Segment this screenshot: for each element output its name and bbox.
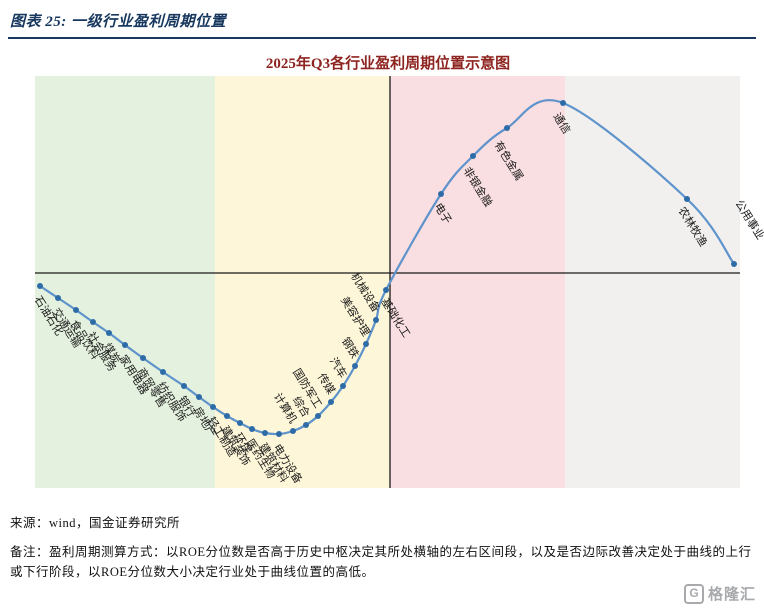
industry-point xyxy=(106,330,112,336)
industry-point xyxy=(504,125,510,131)
industry-point xyxy=(340,383,346,389)
phase-band-2 xyxy=(215,76,390,488)
industry-point xyxy=(560,100,566,106)
industry-point xyxy=(303,422,309,428)
industry-point xyxy=(470,153,476,159)
industry-point xyxy=(196,394,202,400)
industry-point xyxy=(210,404,216,410)
profit-cycle-chart: 2025年Q3各行业盈利周期位置示意图 石油石化交通运输食品饮料社会服务煤炭家用… xyxy=(31,54,764,488)
industry-point xyxy=(262,430,268,436)
industry-point xyxy=(249,426,255,432)
industry-points-layer xyxy=(37,100,737,437)
industry-point xyxy=(224,413,230,419)
figure-title: 图表 25: 一级行业盈利周期位置 xyxy=(10,14,226,30)
industry-point xyxy=(383,287,389,293)
industry-point xyxy=(160,369,166,375)
gelonghui-logo-icon: G xyxy=(683,583,704,604)
industry-point xyxy=(438,191,444,197)
industry-point xyxy=(140,355,146,361)
phase-band-1 xyxy=(35,76,215,488)
industry-point xyxy=(276,431,282,437)
industry-point xyxy=(290,428,296,434)
industry-point xyxy=(37,283,43,289)
industry-point xyxy=(373,317,379,323)
figure-header: 图表 25: 一级行业盈利周期位置 xyxy=(8,8,756,39)
gelonghui-watermark: G 格隆汇 xyxy=(683,583,756,604)
industry-point xyxy=(352,363,358,369)
industry-point xyxy=(55,295,61,301)
industry-point xyxy=(237,420,243,426)
industry-point xyxy=(122,342,128,348)
phase-band-3 xyxy=(390,76,565,488)
industry-point xyxy=(363,341,369,347)
phase-band-layer xyxy=(35,76,740,488)
gelonghui-text: 格隆汇 xyxy=(707,586,756,603)
phase-band-4 xyxy=(565,76,740,488)
industry-point xyxy=(684,196,690,202)
note-line: 备注：盈利周期测算方式：以ROE分位数是否高于历史中枢决定其所处横轴的左右区间段… xyxy=(10,545,752,579)
source-line: 来源：wind，国金证券研究所 xyxy=(10,516,181,530)
industry-point xyxy=(328,399,334,405)
industry-point xyxy=(315,413,321,419)
industry-point xyxy=(731,261,737,267)
industry-point xyxy=(181,383,187,389)
industry-point xyxy=(73,307,79,313)
chart-title: 2025年Q3各行业盈利周期位置示意图 xyxy=(266,54,510,72)
industry-point xyxy=(90,319,96,325)
